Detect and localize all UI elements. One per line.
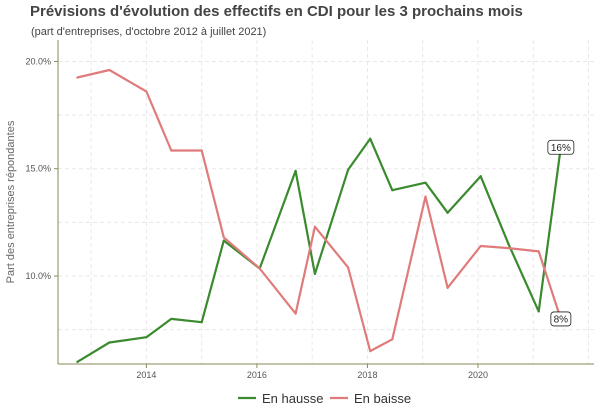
data-point-en-hausse	[369, 137, 372, 140]
data-point-en-baisse	[446, 286, 449, 289]
data-point-en-baisse	[479, 244, 482, 248]
data-point-en-baisse	[507, 247, 510, 250]
series-line-en-baisse	[77, 68, 562, 353]
data-point-en-baisse	[391, 338, 394, 341]
legend-label-en-hausse: En hausse	[262, 391, 323, 406]
data-point-en-baisse	[222, 236, 225, 239]
series-group	[76, 68, 562, 363]
x-tick-label: 2016	[247, 370, 267, 380]
series-line-en-hausse	[76, 137, 562, 363]
data-point-en-baisse	[76, 76, 79, 79]
data-point-en-hausse	[507, 242, 510, 245]
y-axis-ticks: 10.0% 15.0% 20.0%	[25, 56, 58, 281]
data-point-en-baisse	[347, 266, 350, 269]
data-point-en-baisse	[108, 68, 111, 72]
data-point-en-baisse	[537, 250, 540, 253]
end-label-box	[550, 311, 572, 327]
data-point-en-baisse	[294, 312, 297, 315]
axes	[57, 40, 594, 365]
chart-title: Prévisions d'évolution des effectifs en …	[30, 3, 523, 20]
y-tick-label: 15.0%	[25, 164, 51, 174]
data-point-en-hausse	[108, 341, 111, 344]
y-axis-label: Part des entreprises répondantes	[5, 120, 17, 283]
data-point-en-hausse	[313, 272, 317, 275]
data-point-en-baisse	[170, 149, 173, 152]
data-point-en-hausse	[145, 336, 148, 339]
data-point-en-baisse	[258, 267, 261, 270]
data-point-en-baisse	[369, 350, 372, 353]
data-point-en-hausse	[446, 211, 449, 214]
data-point-en-baisse	[145, 90, 148, 93]
data-point-en-hausse	[294, 169, 297, 172]
grid-lines	[58, 40, 594, 364]
data-point-en-hausse	[537, 310, 540, 313]
data-point-en-hausse	[170, 317, 173, 321]
x-tick-label: 2014	[136, 370, 156, 380]
end-label-en-baisse: 8%	[550, 311, 572, 327]
chart-subtitle: (part d'entreprises, d'octobre 2012 à ju…	[31, 26, 267, 38]
end-label-en-hausse: 16%	[547, 139, 575, 155]
data-point-en-hausse	[222, 239, 225, 242]
y-tick-label: 10.0%	[25, 271, 51, 281]
end-labels: 16% 8%	[547, 139, 575, 327]
end-label-text: 16%	[551, 143, 571, 154]
x-axis-ticks: 2014 2016 2018 2020	[136, 364, 488, 380]
x-tick-label: 2020	[468, 370, 488, 380]
data-point-en-hausse	[391, 189, 394, 192]
data-point-en-hausse	[479, 175, 482, 178]
y-tick-label: 20.0%	[25, 56, 51, 66]
data-point-en-hausse	[347, 168, 350, 171]
end-label-text: 8%	[554, 314, 569, 325]
x-tick-label: 2018	[357, 370, 377, 380]
data-point-en-baisse	[313, 225, 317, 228]
data-point-en-baisse	[200, 149, 203, 152]
legend-label-en-baisse: En baisse	[354, 391, 411, 406]
data-point-en-hausse	[200, 321, 203, 324]
end-label-box	[547, 139, 575, 155]
data-point-en-hausse	[76, 360, 79, 363]
data-point-en-baisse	[424, 195, 427, 198]
data-point-en-hausse	[424, 181, 427, 184]
legend: En hausse En baisse	[238, 391, 411, 406]
